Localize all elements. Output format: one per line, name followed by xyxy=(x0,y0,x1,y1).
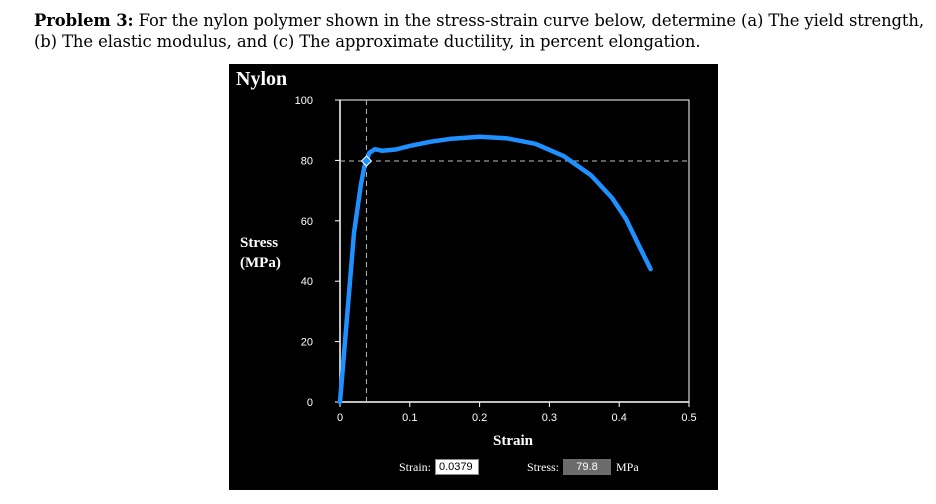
stress-unit: MPa xyxy=(616,459,639,474)
stress-strain-chart: 0 20 40 60 80 100 0 0.1 0.2 0.3 0.4 0.5 xyxy=(295,95,697,424)
y-axis-label: Stress (MPa) xyxy=(240,233,300,273)
tick-labels: 0 20 40 60 80 100 0 0.1 0.2 0.3 0.4 0.5 xyxy=(295,95,697,424)
stress-strain-panel: 0 20 40 60 80 100 0 0.1 0.2 0.3 0.4 0.5 Nylon Stres… xyxy=(229,64,718,490)
stress-readout: Stress: 79.8 MPa xyxy=(527,457,639,477)
cursor-marker xyxy=(360,155,373,167)
x-tick-label: 0.1 xyxy=(402,412,417,424)
y-axis-label-line2: (MPa) xyxy=(240,255,281,271)
stress-value-field[interactable]: 79.8 xyxy=(563,459,612,475)
y-tick-label: 0 xyxy=(307,397,313,409)
strain-readout: Strain: 0.0379 xyxy=(399,457,479,477)
x-tick-label: 0.5 xyxy=(681,412,696,424)
plot-frame xyxy=(339,99,690,403)
x-axis-label: Strain xyxy=(493,433,534,449)
x-tick-label: 0.4 xyxy=(612,412,627,424)
y-axis-label-line1: Stress xyxy=(240,235,279,251)
problem-number: Problem 3: xyxy=(34,11,134,30)
stress-strain-curve xyxy=(337,134,653,405)
x-tick-label: 0 xyxy=(337,412,343,424)
problem-text: For the nylon polymer shown in the stres… xyxy=(34,11,924,51)
strain-label: Strain: xyxy=(399,459,431,474)
problem-statement: Problem 3: For the nylon polymer shown i… xyxy=(34,10,924,52)
y-tick-label: 20 xyxy=(301,337,313,349)
axes-layer xyxy=(335,99,690,407)
y-tick-label: 100 xyxy=(295,95,313,107)
strain-value-field[interactable]: 0.0379 xyxy=(435,459,479,475)
reference-lines xyxy=(340,100,689,402)
y-tick-label: 40 xyxy=(301,276,313,288)
stress-label: Stress: xyxy=(527,459,560,474)
y-tick-label: 80 xyxy=(301,155,313,167)
x-tick-label: 0.3 xyxy=(542,412,557,424)
y-tick-label: 60 xyxy=(301,216,313,228)
chart-title: Nylon xyxy=(236,68,288,90)
series-layer xyxy=(337,134,653,405)
x-tick-label: 0.2 xyxy=(472,412,487,424)
